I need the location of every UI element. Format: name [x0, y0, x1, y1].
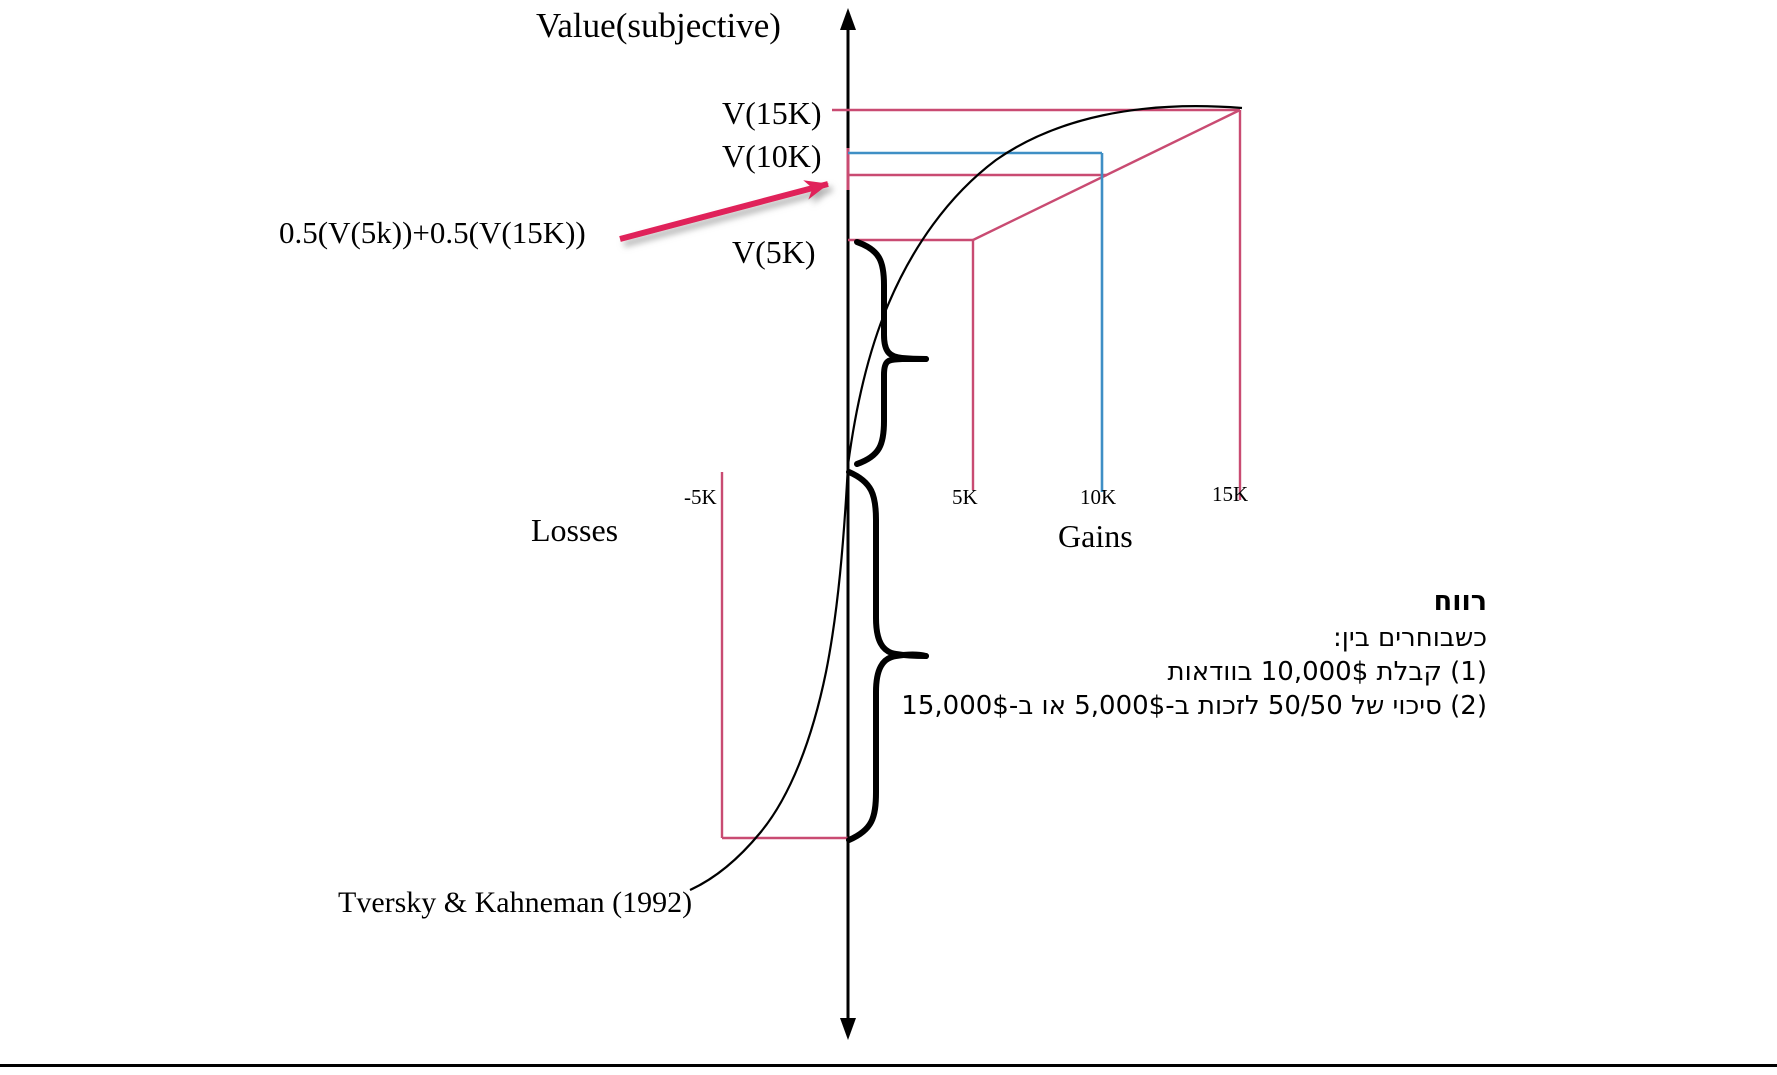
x-axis-gains-label: Gains	[1058, 518, 1133, 554]
slide-bottom-rule	[0, 1064, 1777, 1067]
expected-value-annotation: 0.5(V(5k))+0.5(V(15K))	[279, 215, 586, 250]
value-label-v15k: V(15K)	[722, 95, 822, 131]
gain-brace	[854, 239, 929, 467]
x-tick-10k: 10K	[1080, 485, 1117, 509]
x-axis-losses-label: Losses	[531, 512, 619, 548]
expected-value-arrow	[619, 180, 829, 242]
value-function-curve	[689, 105, 1243, 892]
loss-reference-lines	[720, 472, 848, 840]
y-axis-arrow-up	[840, 8, 856, 30]
certain-outcome-lines	[848, 151, 1104, 492]
gain-reference-lines	[832, 108, 1242, 500]
source-attribution: Tversky & Kahneman (1992)	[338, 886, 693, 919]
y-axis-arrow-down	[840, 1018, 856, 1040]
x-tick-15k: 15K	[1212, 482, 1249, 506]
value-label-v10k: V(10K)	[722, 138, 822, 174]
value-label-v5k: V(5K)	[732, 234, 816, 270]
loss-brace	[846, 469, 929, 843]
y-axis-title: Value(subjective)	[536, 6, 781, 45]
x-tick-neg5k: -5K	[684, 485, 717, 509]
x-tick-5k: 5K	[952, 485, 978, 509]
